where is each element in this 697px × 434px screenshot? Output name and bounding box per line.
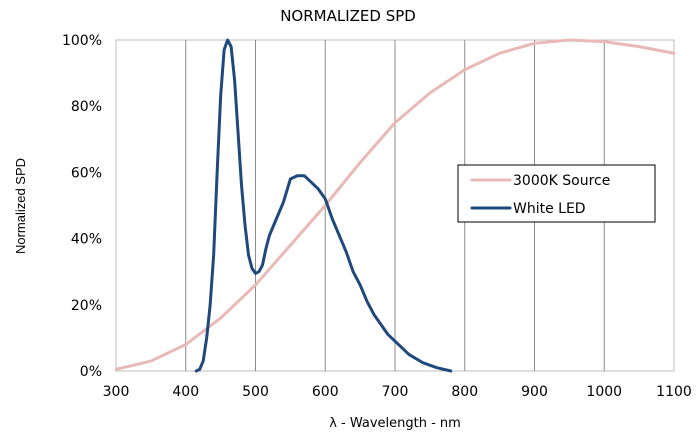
x-tick-label: 300	[103, 384, 130, 400]
x-tick-label: 1000	[586, 384, 622, 400]
x-axis-label: λ - Wavelength - nm	[329, 416, 461, 431]
y-tick-label: 60%	[71, 165, 102, 181]
legend-label-3000k-source: 3000K Source	[513, 173, 610, 189]
y-axis-label: Normalized SPD	[13, 158, 28, 254]
x-tick-label: 900	[521, 384, 548, 400]
y-tick-label: 80%	[71, 99, 102, 115]
x-tick-label: 800	[451, 384, 478, 400]
x-tick-label: 700	[382, 384, 409, 400]
x-tick-label: 500	[242, 384, 269, 400]
y-tick-label: 0%	[80, 364, 102, 380]
legend-label-white-led: White LED	[513, 201, 586, 217]
axis-layer: 300 400 500 600 700 800 900 1000 1100 0% 20% 40% 60%…	[62, 33, 692, 400]
legend: 3000K Source White LED	[457, 164, 656, 223]
legend-box	[457, 164, 656, 223]
y-tick-label: 20%	[71, 298, 102, 314]
x-tick-label: 400	[172, 384, 199, 400]
y-tick-label: 100%	[62, 33, 102, 49]
x-tick-label: 1100	[656, 384, 692, 400]
x-tick-label: 600	[312, 384, 339, 400]
grid-layer	[115, 39, 675, 372]
chart-title: NORMALIZED SPD	[280, 7, 416, 25]
series-line-white-led	[194, 38, 453, 373]
series-layer	[114, 38, 676, 373]
y-tick-label: 40%	[71, 232, 102, 248]
